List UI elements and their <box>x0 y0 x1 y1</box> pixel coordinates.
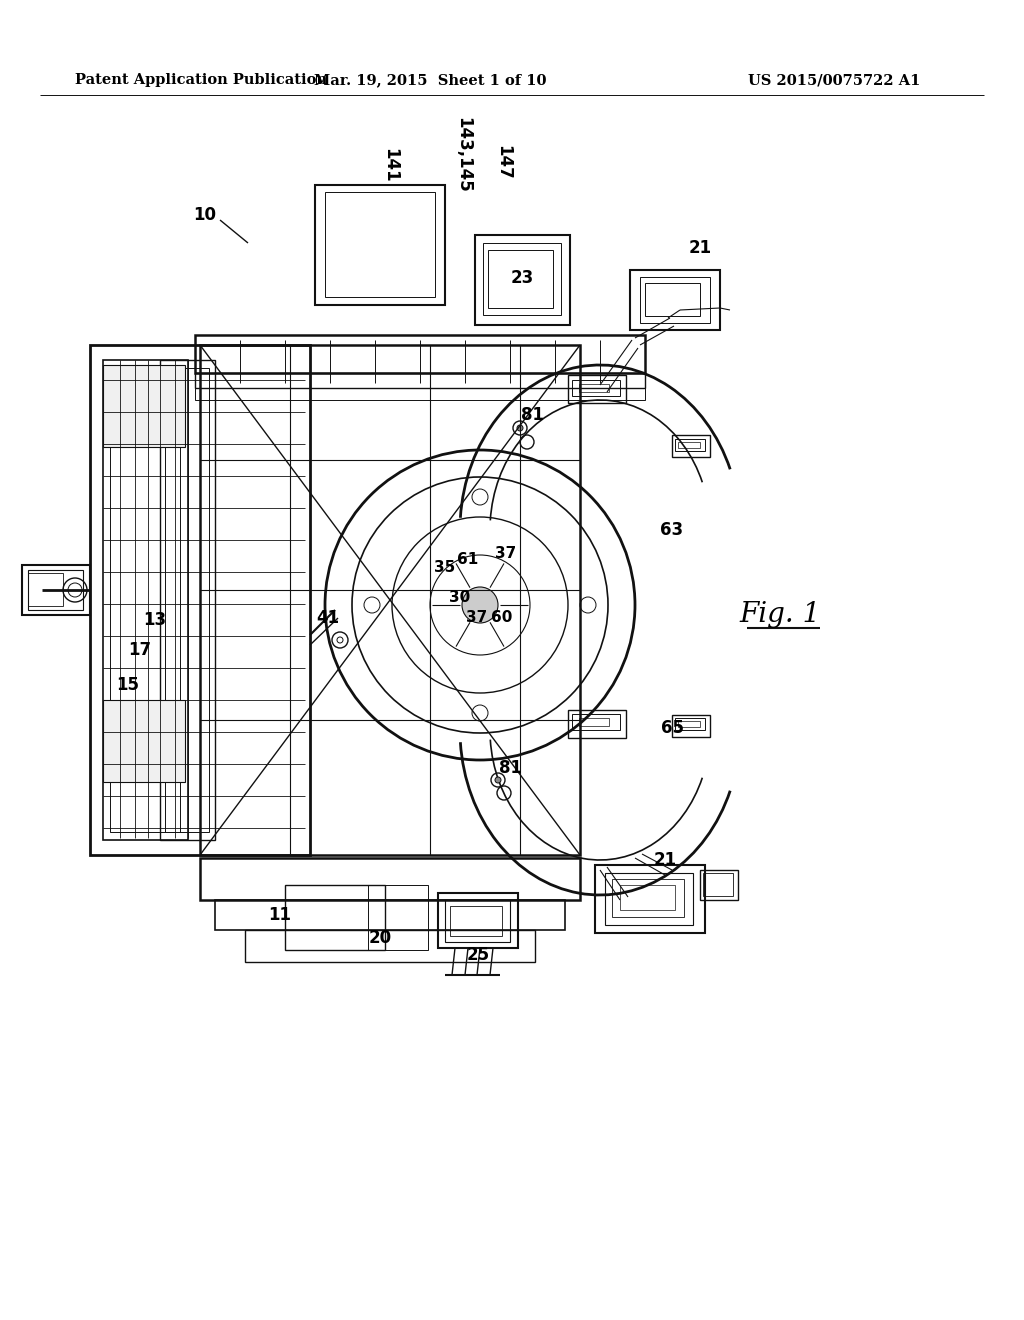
Bar <box>579 384 609 392</box>
Bar <box>595 865 705 933</box>
Bar <box>579 718 609 726</box>
Bar <box>195 388 645 400</box>
Bar <box>672 715 710 737</box>
Text: 63: 63 <box>660 521 684 539</box>
Bar <box>678 721 700 727</box>
Bar <box>285 884 385 950</box>
Bar <box>675 718 705 730</box>
Text: 61: 61 <box>458 553 478 568</box>
Circle shape <box>462 587 498 623</box>
Text: 41: 41 <box>316 609 340 627</box>
Bar <box>195 335 645 374</box>
Bar <box>90 345 310 855</box>
Circle shape <box>495 777 501 783</box>
Bar <box>22 565 90 615</box>
Bar <box>675 440 705 451</box>
Bar <box>672 436 710 457</box>
Bar <box>572 714 620 730</box>
Circle shape <box>517 425 523 432</box>
Text: US 2015/0075722 A1: US 2015/0075722 A1 <box>748 73 920 87</box>
Text: 81: 81 <box>521 407 545 424</box>
Text: 147: 147 <box>494 145 512 180</box>
Bar <box>450 906 502 936</box>
Text: 37: 37 <box>496 545 517 561</box>
Bar <box>568 710 626 738</box>
Bar <box>110 368 180 832</box>
Bar <box>245 931 535 962</box>
Bar <box>315 185 445 305</box>
Bar <box>645 282 700 315</box>
Bar <box>103 700 185 781</box>
Text: 143,145: 143,145 <box>454 117 472 193</box>
Bar <box>678 442 700 447</box>
Text: 21: 21 <box>653 851 677 869</box>
Bar <box>605 873 693 925</box>
Bar <box>703 873 733 896</box>
Text: 21: 21 <box>688 239 712 257</box>
Bar <box>368 884 428 950</box>
Bar <box>103 366 185 447</box>
Bar <box>215 900 565 931</box>
Bar <box>200 858 580 900</box>
Bar <box>200 345 580 855</box>
Text: 141: 141 <box>381 148 399 182</box>
Bar <box>475 235 570 325</box>
Text: 13: 13 <box>143 611 167 630</box>
Bar <box>195 374 645 388</box>
Bar <box>488 249 553 308</box>
Bar <box>438 894 518 948</box>
Bar <box>612 879 684 917</box>
Bar <box>28 573 63 606</box>
Text: 81: 81 <box>499 759 521 777</box>
Bar <box>325 191 435 297</box>
Text: 11: 11 <box>268 906 292 924</box>
Text: Fig. 1: Fig. 1 <box>739 602 820 628</box>
Bar <box>630 271 720 330</box>
Text: 20: 20 <box>369 929 391 946</box>
Bar <box>700 870 738 900</box>
Text: Patent Application Publication: Patent Application Publication <box>75 73 327 87</box>
Text: 30: 30 <box>450 590 471 606</box>
Bar <box>620 884 675 909</box>
Bar <box>28 570 83 610</box>
Text: 23: 23 <box>510 269 534 286</box>
Text: 25: 25 <box>467 946 489 964</box>
Bar <box>165 368 209 832</box>
Text: 65: 65 <box>660 719 683 737</box>
Bar <box>103 360 188 840</box>
Text: 60: 60 <box>492 610 513 626</box>
Bar <box>640 277 710 323</box>
Text: 35: 35 <box>434 561 456 576</box>
Bar <box>160 360 215 840</box>
Bar <box>483 243 561 315</box>
Bar <box>445 900 510 942</box>
Text: 15: 15 <box>117 676 139 694</box>
Text: Mar. 19, 2015  Sheet 1 of 10: Mar. 19, 2015 Sheet 1 of 10 <box>313 73 546 87</box>
Bar <box>572 380 620 396</box>
Bar <box>568 375 626 403</box>
Text: 17: 17 <box>128 642 152 659</box>
Text: 10: 10 <box>194 206 216 224</box>
Text: 37: 37 <box>466 610 487 626</box>
